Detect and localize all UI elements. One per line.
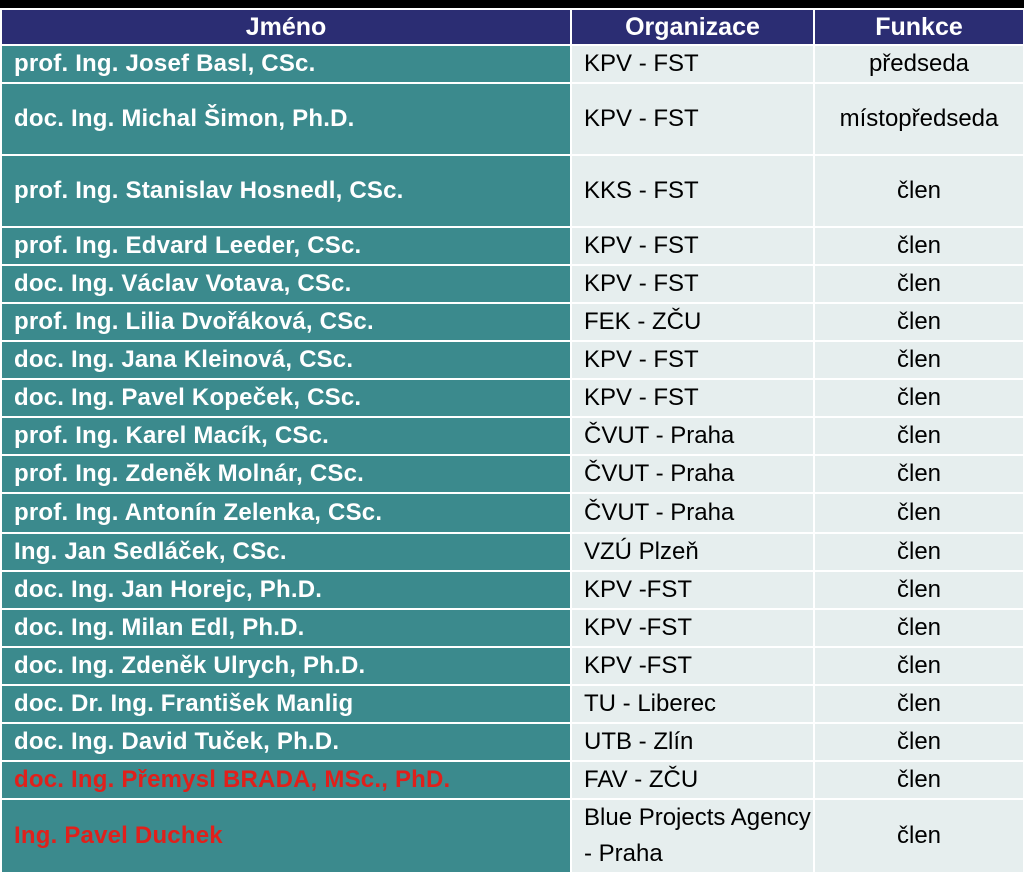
member-name-cell: doc. Ing. Jan Horejc, Ph.D. [0,570,572,610]
member-organization-cell: ČVUT - Praha [570,492,815,534]
member-function-cell: člen [813,684,1024,724]
member-organization-cell: VZÚ Plzeň [570,532,815,572]
member-name-cell: doc. Ing. Zdeněk Ulrych, Ph.D. [0,646,572,686]
member-function-cell: člen [813,226,1024,266]
member-organization-cell: KPV - FST [570,264,815,304]
committee-table-wrapper: Jméno Organizace Funkce prof. Ing. Josef… [0,8,1024,874]
table-row: doc. Ing. Pavel Kopeček, CSc. KPV - FST čl… [0,378,1024,418]
member-function-cell: člen [813,608,1024,648]
member-name-cell: doc. Ing. Pavel Kopeček, CSc. [0,378,572,418]
member-organization-cell: KPV -FST [570,608,815,648]
member-name-cell: prof. Ing. Josef Basl, CSc. [0,44,572,84]
table-row: doc. Ing. Milan Edl, Ph.D. KPV -FST člen [0,608,1024,648]
table-row: doc. Ing. Jan Horejc, Ph.D. KPV -FST člen [0,570,1024,610]
member-name-cell: Ing. Pavel Duchek [0,798,572,874]
member-organization-cell: KPV -FST [570,646,815,686]
table-row: doc. Ing. Jana Kleinová, CSc. KPV - FST čl… [0,340,1024,380]
member-function-cell: člen [813,302,1024,342]
member-organization-cell: KPV -FST [570,570,815,610]
member-name-cell: Ing. Jan Sedláček, CSc. [0,532,572,572]
member-function-cell: místopředseda [813,82,1024,156]
member-name-cell: prof. Ing. Karel Macík, CSc. [0,416,572,456]
table-row: prof. Ing. Lilia Dvořáková, CSc. FEK - ZČ… [0,302,1024,342]
member-organization-cell: KPV - FST [570,82,815,156]
table-row: doc. Ing. Přemysl BRADA, MSc., PhD. FAV -… [0,760,1024,800]
member-name-cell: doc. Ing. Milan Edl, Ph.D. [0,608,572,648]
table-body: prof. Ing. Josef Basl, CSc. KPV - FST před… [0,44,1024,874]
member-organization-cell: UTB - Zlín [570,722,815,762]
member-name-cell: doc. Ing. David Tuček, Ph.D. [0,722,572,762]
header-function: Funkce [813,8,1024,46]
member-function-cell: člen [813,378,1024,418]
member-organization-cell: Blue Projects Agency - Praha [570,798,815,874]
member-organization-cell: ČVUT - Praha [570,416,815,456]
table-row: doc. Ing. Václav Votava, CSc. KPV - FST čl… [0,264,1024,304]
member-function-cell: předseda [813,44,1024,84]
header-organization: Organizace [570,8,815,46]
member-function-cell: člen [813,454,1024,494]
member-organization-cell: KPV - FST [570,340,815,380]
table-row: prof. Ing. Antonín Zelenka, CSc. ČVUT - P… [0,492,1024,534]
member-organization-cell: KKS - FST [570,154,815,228]
member-organization-cell: KPV - FST [570,378,815,418]
member-organization-cell: KPV - FST [570,226,815,266]
member-function-cell: člen [813,760,1024,800]
member-function-cell: člen [813,570,1024,610]
table-row: doc. Ing. David Tuček, Ph.D. UTB - Zlín čl… [0,722,1024,762]
table-row: doc. Ing. Michal Šimon, Ph.D. KPV - FST mí… [0,82,1024,156]
member-name-cell: doc. Dr. Ing. František Manlig [0,684,572,724]
member-organization-cell: TU - Liberec [570,684,815,724]
member-function-cell: člen [813,798,1024,874]
member-organization-cell: FAV - ZČU [570,760,815,800]
member-function-cell: člen [813,492,1024,534]
member-name-cell: doc. Ing. Václav Votava, CSc. [0,264,572,304]
member-function-cell: člen [813,416,1024,456]
table-row: prof. Ing. Josef Basl, CSc. KPV - FST před… [0,44,1024,84]
table-row: doc. Dr. Ing. František Manlig TU - Liber… [0,684,1024,724]
member-name-cell: doc. Ing. Michal Šimon, Ph.D. [0,82,572,156]
member-function-cell: člen [813,340,1024,380]
member-name-cell: prof. Ing. Stanislav Hosnedl, CSc. [0,154,572,228]
header-row: Jméno Organizace Funkce [0,8,1024,46]
member-function-cell: člen [813,532,1024,572]
table-row: Ing. Pavel Duchek Blue Projects Agency - … [0,798,1024,874]
table-row: prof. Ing. Edvard Leeder, CSc. KPV - FST č… [0,226,1024,266]
table-row: doc. Ing. Zdeněk Ulrych, Ph.D. KPV -FST čl… [0,646,1024,686]
member-name-cell: prof. Ing. Edvard Leeder, CSc. [0,226,572,266]
member-function-cell: člen [813,722,1024,762]
table-row: prof. Ing. Karel Macík, CSc. ČVUT - Praha… [0,416,1024,456]
member-function-cell: člen [813,264,1024,304]
header-name: Jméno [0,8,572,46]
table-row: prof. Ing. Zdeněk Molnár, CSc. ČVUT - Pra… [0,454,1024,494]
table-row: prof. Ing. Stanislav Hosnedl, CSc. KKS - … [0,154,1024,228]
member-function-cell: člen [813,154,1024,228]
table-row: Ing. Jan Sedláček, CSc. VZÚ Plzeň člen [0,532,1024,572]
member-organization-cell: KPV - FST [570,44,815,84]
member-organization-cell: ČVUT - Praha [570,454,815,494]
member-name-cell: prof. Ing. Zdeněk Molnár, CSc. [0,454,572,494]
member-name-cell: doc. Ing. Jana Kleinová, CSc. [0,340,572,380]
member-name-cell: doc. Ing. Přemysl BRADA, MSc., PhD. [0,760,572,800]
member-organization-cell: FEK - ZČU [570,302,815,342]
member-function-cell: člen [813,646,1024,686]
member-name-cell: prof. Ing. Lilia Dvořáková, CSc. [0,302,572,342]
member-name-cell: prof. Ing. Antonín Zelenka, CSc. [0,492,572,534]
committee-table: Jméno Organizace Funkce prof. Ing. Josef… [0,8,1024,874]
